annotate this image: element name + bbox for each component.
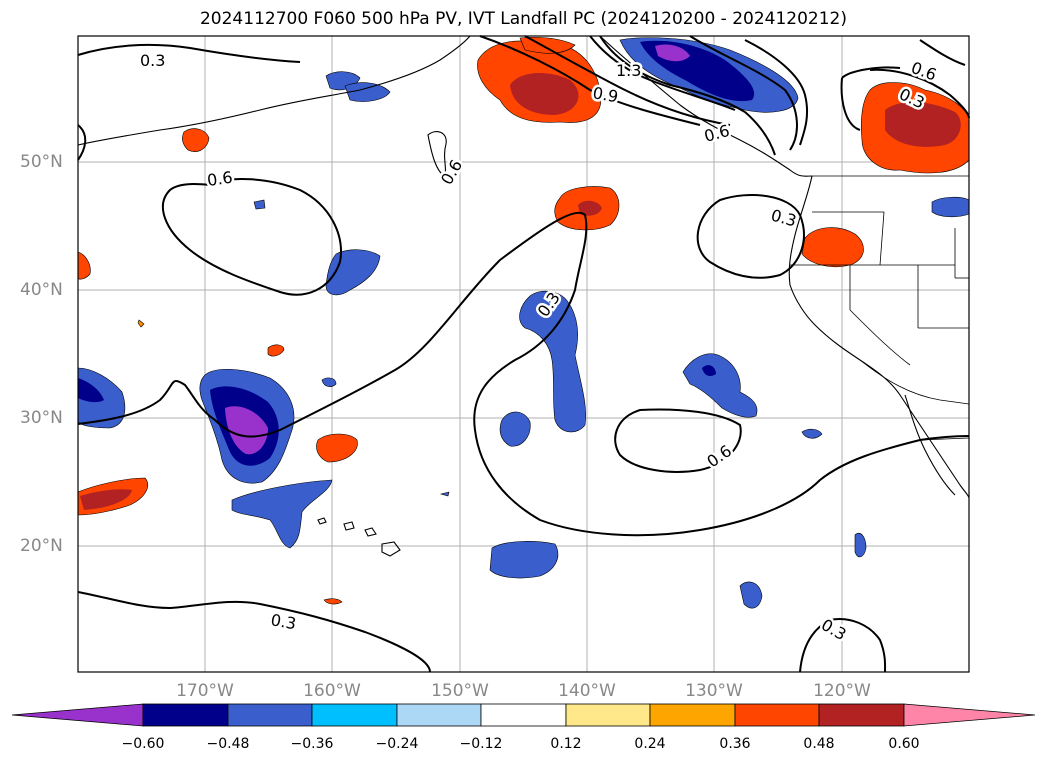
negative-anomaly-core	[702, 365, 716, 376]
colorbar-tick-label: −0.48	[206, 736, 250, 752]
longitude-label: 140°W	[558, 681, 616, 701]
colorbar-tick-label: 0.12	[550, 736, 582, 752]
figure-title: 2024112700 F060 500 hPa PV, IVT Landfall…	[199, 9, 847, 29]
contour-label: 0.6	[206, 168, 234, 190]
negative-anomaly-region	[801, 428, 823, 439]
contour-label: 0.3	[140, 51, 165, 70]
contour-line	[479, 35, 701, 126]
positive-anomaly-core	[80, 489, 132, 510]
latitude-label: 50°N	[20, 152, 63, 172]
colorbar-tick-label: −0.12	[459, 736, 503, 752]
negative-anomaly-strong	[655, 44, 690, 62]
negative-anomaly-region	[739, 581, 763, 609]
negative-anomaly-core	[78, 378, 104, 403]
negative-anomaly-region	[439, 491, 450, 497]
longitude-label: 130°W	[685, 681, 743, 701]
colorbar-tick-label: 0.48	[803, 736, 835, 752]
colorbar-tick-label: −0.36	[290, 736, 334, 752]
negative-anomaly-strong	[225, 406, 268, 455]
colorbar	[11, 703, 1036, 727]
longitude-label: 160°W	[303, 681, 361, 701]
colorbar-tick-label: 0.24	[634, 736, 666, 752]
latitude-label: 30°N	[20, 408, 63, 428]
positive-anomaly-region	[77, 251, 91, 280]
contour-line	[77, 211, 970, 537]
longitude-label: 170°W	[176, 681, 234, 701]
positive-anomaly-core	[578, 200, 602, 216]
colorbar-tick-label: −0.24	[375, 736, 419, 752]
positive-anomaly-core	[885, 101, 961, 147]
latitude-label: 20°N	[20, 536, 63, 556]
negative-anomaly-region	[344, 82, 391, 102]
contour-line	[524, 35, 731, 126]
negative-anomaly-region	[931, 196, 970, 218]
contour-line	[869, 68, 970, 119]
colorbar-tick-label: 0.60	[888, 736, 920, 752]
contour-line	[161, 177, 342, 296]
contour-line	[77, 591, 431, 673]
colorbar-extend-high	[903, 703, 1036, 727]
contour-line	[77, 43, 301, 63]
colorbar-tick-label: −0.60	[121, 736, 165, 752]
contour-line	[599, 35, 776, 156]
contour-line	[589, 35, 736, 111]
negative-anomaly-region	[682, 353, 758, 418]
negative-anomaly-region	[231, 479, 333, 549]
contour-line	[744, 39, 809, 146]
contour-line	[696, 194, 805, 279]
positive-anomaly-region	[316, 433, 358, 463]
contour-line	[840, 66, 901, 131]
positive-anomaly-core	[510, 73, 579, 115]
longitude-label: 150°W	[431, 681, 489, 701]
latitude-label: 40°N	[20, 280, 63, 300]
contour-line	[919, 39, 966, 66]
contour-line	[799, 618, 887, 673]
map-frame	[77, 35, 970, 673]
negative-anomaly-region	[321, 377, 337, 387]
contour-line	[77, 124, 87, 161]
negative-anomaly-region	[499, 411, 531, 447]
positive-anomaly-region	[801, 227, 864, 268]
positive-anomaly-region	[182, 128, 210, 152]
positive-anomaly-region	[267, 344, 285, 357]
positive-anomaly-region	[323, 598, 343, 605]
colorbar-tick-label: 0.36	[719, 736, 751, 752]
negative-anomaly-region	[253, 199, 266, 210]
contour-label: 1.3	[616, 61, 641, 80]
colorbar-extend-low	[11, 703, 144, 727]
contour-line	[614, 408, 742, 473]
negative-anomaly-region	[854, 532, 867, 558]
negative-anomaly-region	[489, 541, 559, 579]
negative-anomaly-region	[519, 290, 586, 433]
contour-lines	[77, 35, 970, 673]
contour-line	[689, 35, 798, 151]
longitude-label: 120°W	[813, 681, 871, 701]
positive-anomaly-region	[137, 319, 145, 328]
